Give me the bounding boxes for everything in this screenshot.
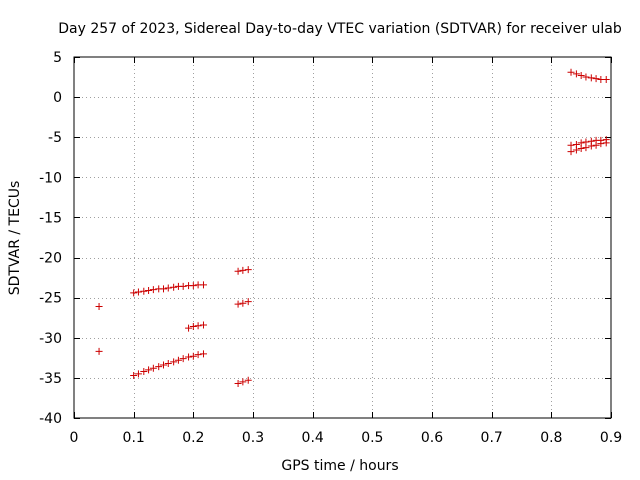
data-point	[194, 351, 202, 359]
data-point	[567, 68, 575, 76]
data-point	[239, 299, 247, 307]
data-point	[155, 363, 163, 371]
series-track-3	[130, 281, 207, 297]
tick-labels: 0 0.1 0.2 0.3 0.4 0.5 0.6 0.7 0.8 0.9 -40 -35 -30 -25…	[39, 50, 622, 446]
x-tick-label: 0.8	[540, 430, 562, 446]
data-point	[179, 355, 187, 363]
data-point	[185, 324, 193, 332]
data-point	[577, 71, 585, 79]
data-point	[164, 284, 172, 292]
x-tick-label: 0.2	[182, 430, 204, 446]
data-point	[189, 323, 197, 331]
series-track-4	[130, 350, 207, 379]
data-point	[194, 322, 202, 330]
data-point	[602, 75, 610, 83]
data-point	[140, 287, 148, 295]
data-point	[234, 300, 242, 308]
data-point	[582, 144, 590, 152]
series-track-7	[234, 298, 252, 308]
data-point	[582, 73, 590, 81]
x-tick-label: 0.5	[361, 430, 383, 446]
data-point	[234, 267, 242, 275]
series-track-8	[234, 376, 252, 388]
data-point	[567, 141, 575, 149]
data-point	[170, 283, 178, 291]
data-point	[179, 282, 187, 290]
x-tick-label: 0.7	[481, 430, 503, 446]
series-track-5	[185, 321, 207, 332]
data-point	[577, 144, 585, 152]
y-tick-label: -10	[39, 170, 62, 186]
data-point	[149, 286, 157, 294]
series-track-9	[567, 68, 610, 83]
series-track-2	[95, 347, 103, 355]
chart-title: Day 257 of 2023, Sidereal Day-to-day VTE…	[58, 21, 622, 37]
data-point	[185, 353, 193, 361]
data-point	[239, 378, 247, 386]
y-tick-label: -5	[48, 130, 62, 146]
y-tick-label: 0	[53, 90, 62, 106]
data-point	[160, 285, 167, 293]
y-tick-label: -30	[39, 331, 62, 347]
y-tick-label: -20	[39, 251, 62, 267]
data-point	[199, 281, 207, 289]
series-track-6	[234, 266, 252, 275]
data-point	[130, 289, 138, 297]
data-point	[567, 148, 575, 156]
series-track-11	[567, 139, 610, 156]
data-point	[145, 366, 153, 374]
data-point	[244, 376, 252, 384]
data-point	[239, 266, 247, 274]
x-tick-label: 0.4	[302, 430, 324, 446]
data-point	[130, 371, 138, 379]
data-point	[149, 364, 157, 372]
data-point	[572, 146, 580, 154]
data-point	[572, 70, 580, 78]
y-tick-label: -15	[39, 210, 62, 226]
y-tick-label: -25	[39, 291, 62, 307]
y-axis-label: SDTVAR / TECUs	[7, 181, 23, 296]
x-tick-label: 0	[70, 430, 79, 446]
y-tick-label: -35	[39, 371, 62, 387]
grid	[74, 57, 611, 418]
data-point	[145, 286, 153, 294]
data-point	[199, 321, 207, 329]
data-point	[134, 288, 142, 296]
data-point	[592, 141, 600, 149]
data-point	[95, 347, 103, 355]
data-point	[134, 370, 142, 378]
data-point	[587, 74, 595, 82]
data-point	[189, 282, 197, 290]
y-tick-label: -40	[39, 411, 62, 427]
data-point	[602, 139, 610, 147]
x-tick-label: 0.6	[421, 430, 443, 446]
data-point	[189, 352, 197, 360]
axis-ticks	[74, 57, 612, 419]
data-point	[95, 302, 103, 310]
data-point	[174, 356, 182, 364]
x-tick-label: 0.9	[600, 430, 622, 446]
data-points	[95, 68, 610, 388]
x-axis-label: GPS time / hours	[281, 458, 398, 474]
data-point	[160, 361, 167, 369]
data-point	[597, 140, 605, 148]
data-point	[234, 380, 242, 388]
data-point	[140, 367, 148, 375]
series-track-1	[95, 302, 103, 310]
plot-frame	[73, 56, 612, 419]
data-point	[244, 298, 252, 306]
data-point	[587, 142, 595, 150]
data-point	[164, 359, 172, 367]
x-tick-label: 0.3	[242, 430, 264, 446]
data-point	[592, 75, 600, 83]
x-tick-label: 0.1	[123, 430, 145, 446]
data-point	[170, 358, 178, 366]
y-tick-label: 5	[53, 50, 62, 66]
data-point	[199, 350, 207, 358]
data-point	[244, 266, 252, 274]
